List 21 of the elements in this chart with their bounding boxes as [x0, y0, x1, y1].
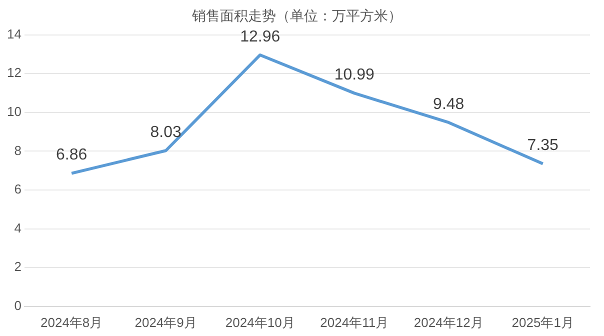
- data-label: 12.96: [240, 28, 280, 46]
- y-tick-label: 2: [14, 259, 22, 274]
- x-tick-label: 2025年1月: [512, 314, 574, 330]
- data-label: 8.03: [150, 124, 182, 142]
- x-tick-label: 2024年8月: [40, 314, 103, 330]
- chart-title: 销售面积走势（单位：万平方米）: [191, 7, 402, 24]
- x-tick-label: 2024年10月: [225, 314, 295, 330]
- y-tick-label: 12: [6, 65, 22, 80]
- x-tick-label: 2024年9月: [134, 314, 197, 330]
- y-tick-label: 4: [14, 220, 22, 236]
- data-label: 7.35: [527, 137, 559, 154]
- data-label: 6.86: [56, 146, 88, 164]
- y-tick-label: 10: [6, 104, 22, 119]
- y-tick-label: 8: [14, 142, 22, 158]
- y-tick-label: 14: [6, 26, 22, 42]
- y-tick-label: 0: [14, 298, 22, 313]
- data-label: 9.48: [433, 96, 464, 113]
- data-label: 10.99: [334, 66, 374, 84]
- x-tick-label: 2024年11月: [320, 314, 389, 330]
- y-tick-label: 6: [14, 182, 22, 197]
- x-tick-label: 2024年12月: [414, 314, 484, 330]
